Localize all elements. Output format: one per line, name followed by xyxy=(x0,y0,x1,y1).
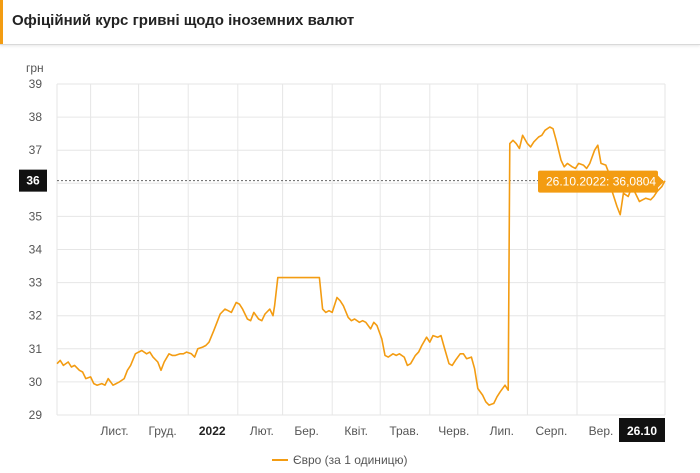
x-tick-label: Черв. xyxy=(438,424,469,438)
y-tick-label: 31 xyxy=(29,342,43,356)
x-grid xyxy=(56,84,666,415)
series-line-euro[interactable] xyxy=(56,126,666,406)
tooltip-text: 26.10.2022: 36,0804 xyxy=(546,175,656,189)
y-tick-label: 39 xyxy=(29,77,43,91)
y-tick-label: 33 xyxy=(29,276,43,290)
y-tick-label: 37 xyxy=(29,143,43,157)
y-tick-label: 35 xyxy=(29,209,43,223)
crosshair-x-value: 26.10 xyxy=(627,424,657,438)
y-tick-label: 34 xyxy=(29,243,43,257)
crosshair-y-label: 36 xyxy=(19,169,47,192)
y-grid xyxy=(57,83,665,416)
x-tick-label: 2022 xyxy=(199,424,226,438)
x-axis-labels: Лист. Груд. 2022 Лют. Бер. Квіт. Трав. Черв. Лип… xyxy=(101,424,614,438)
y-axis-labels: 29 30 31 32 33 34 35 37 38 39 xyxy=(29,77,43,422)
x-tick-label: Вер. xyxy=(589,424,614,438)
y-tick-label: 30 xyxy=(29,375,43,389)
x-tick-label: Бер. xyxy=(294,424,319,438)
x-tick-label: Трав. xyxy=(389,424,419,438)
x-tick-label: Лип. xyxy=(490,424,514,438)
x-tick-label: Лют. xyxy=(250,424,274,438)
x-tick-label: Груд. xyxy=(148,424,176,438)
x-tick-label: Лист. xyxy=(101,424,129,438)
legend-label-euro[interactable]: Євро (за 1 одиницю) xyxy=(293,453,408,467)
x-tick-label: Серп. xyxy=(535,424,567,438)
page-title: Офіційний курс гривні щодо іноземних вал… xyxy=(12,12,355,29)
x-tick-label: Квіт. xyxy=(344,424,368,438)
y-tick-label: 32 xyxy=(29,309,43,323)
y-axis-unit: грн xyxy=(26,61,44,75)
y-tick-label: 38 xyxy=(29,110,43,124)
data-tooltip: 26.10.2022: 36,0804 xyxy=(538,170,664,193)
tooltip-pointer xyxy=(658,175,664,188)
y-tick-label: 29 xyxy=(29,408,43,422)
page-header: Офіційний курс гривні щодо іноземних вал… xyxy=(0,0,700,45)
crosshair-y-value: 36 xyxy=(26,174,40,188)
tooltip-box xyxy=(538,170,658,193)
crosshair-x-label: 26.10 xyxy=(619,418,665,442)
chart-legend[interactable]: Євро (за 1 одиницю) xyxy=(272,453,408,467)
header-accent xyxy=(0,0,3,44)
